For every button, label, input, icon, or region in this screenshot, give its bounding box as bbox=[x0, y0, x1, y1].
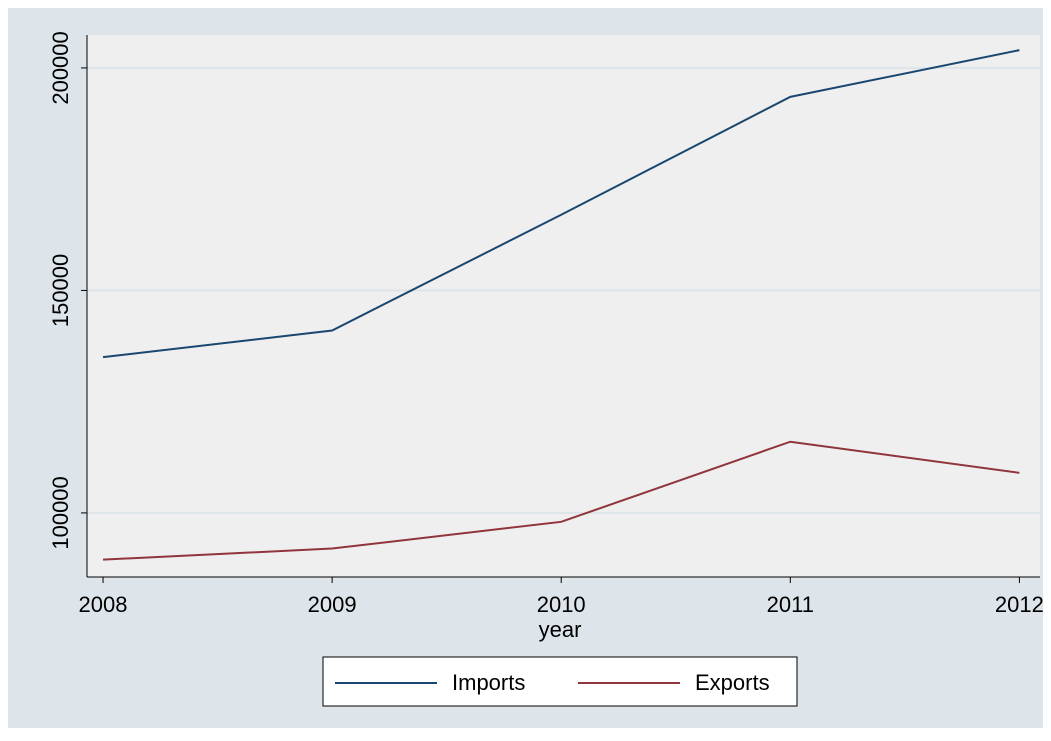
legend-label: Exports bbox=[695, 670, 770, 695]
legend-label: Imports bbox=[452, 670, 525, 695]
y-tick-label: 100000 bbox=[48, 476, 73, 549]
legend bbox=[322, 656, 798, 707]
y-tick-label: 200000 bbox=[48, 31, 73, 104]
x-tick-label: 2010 bbox=[537, 592, 586, 617]
x-tick-label: 2011 bbox=[767, 592, 814, 617]
plot-region bbox=[87, 35, 1040, 577]
x-tick-label: 2009 bbox=[308, 592, 357, 617]
x-axis-label: year bbox=[539, 617, 582, 642]
line bbox=[102, 49, 1020, 359]
line bbox=[102, 440, 1020, 561]
x-tick-label: 2012 bbox=[995, 592, 1044, 617]
y-tick-label: 150000 bbox=[48, 254, 73, 327]
x-tick-label: 2008 bbox=[79, 592, 128, 617]
